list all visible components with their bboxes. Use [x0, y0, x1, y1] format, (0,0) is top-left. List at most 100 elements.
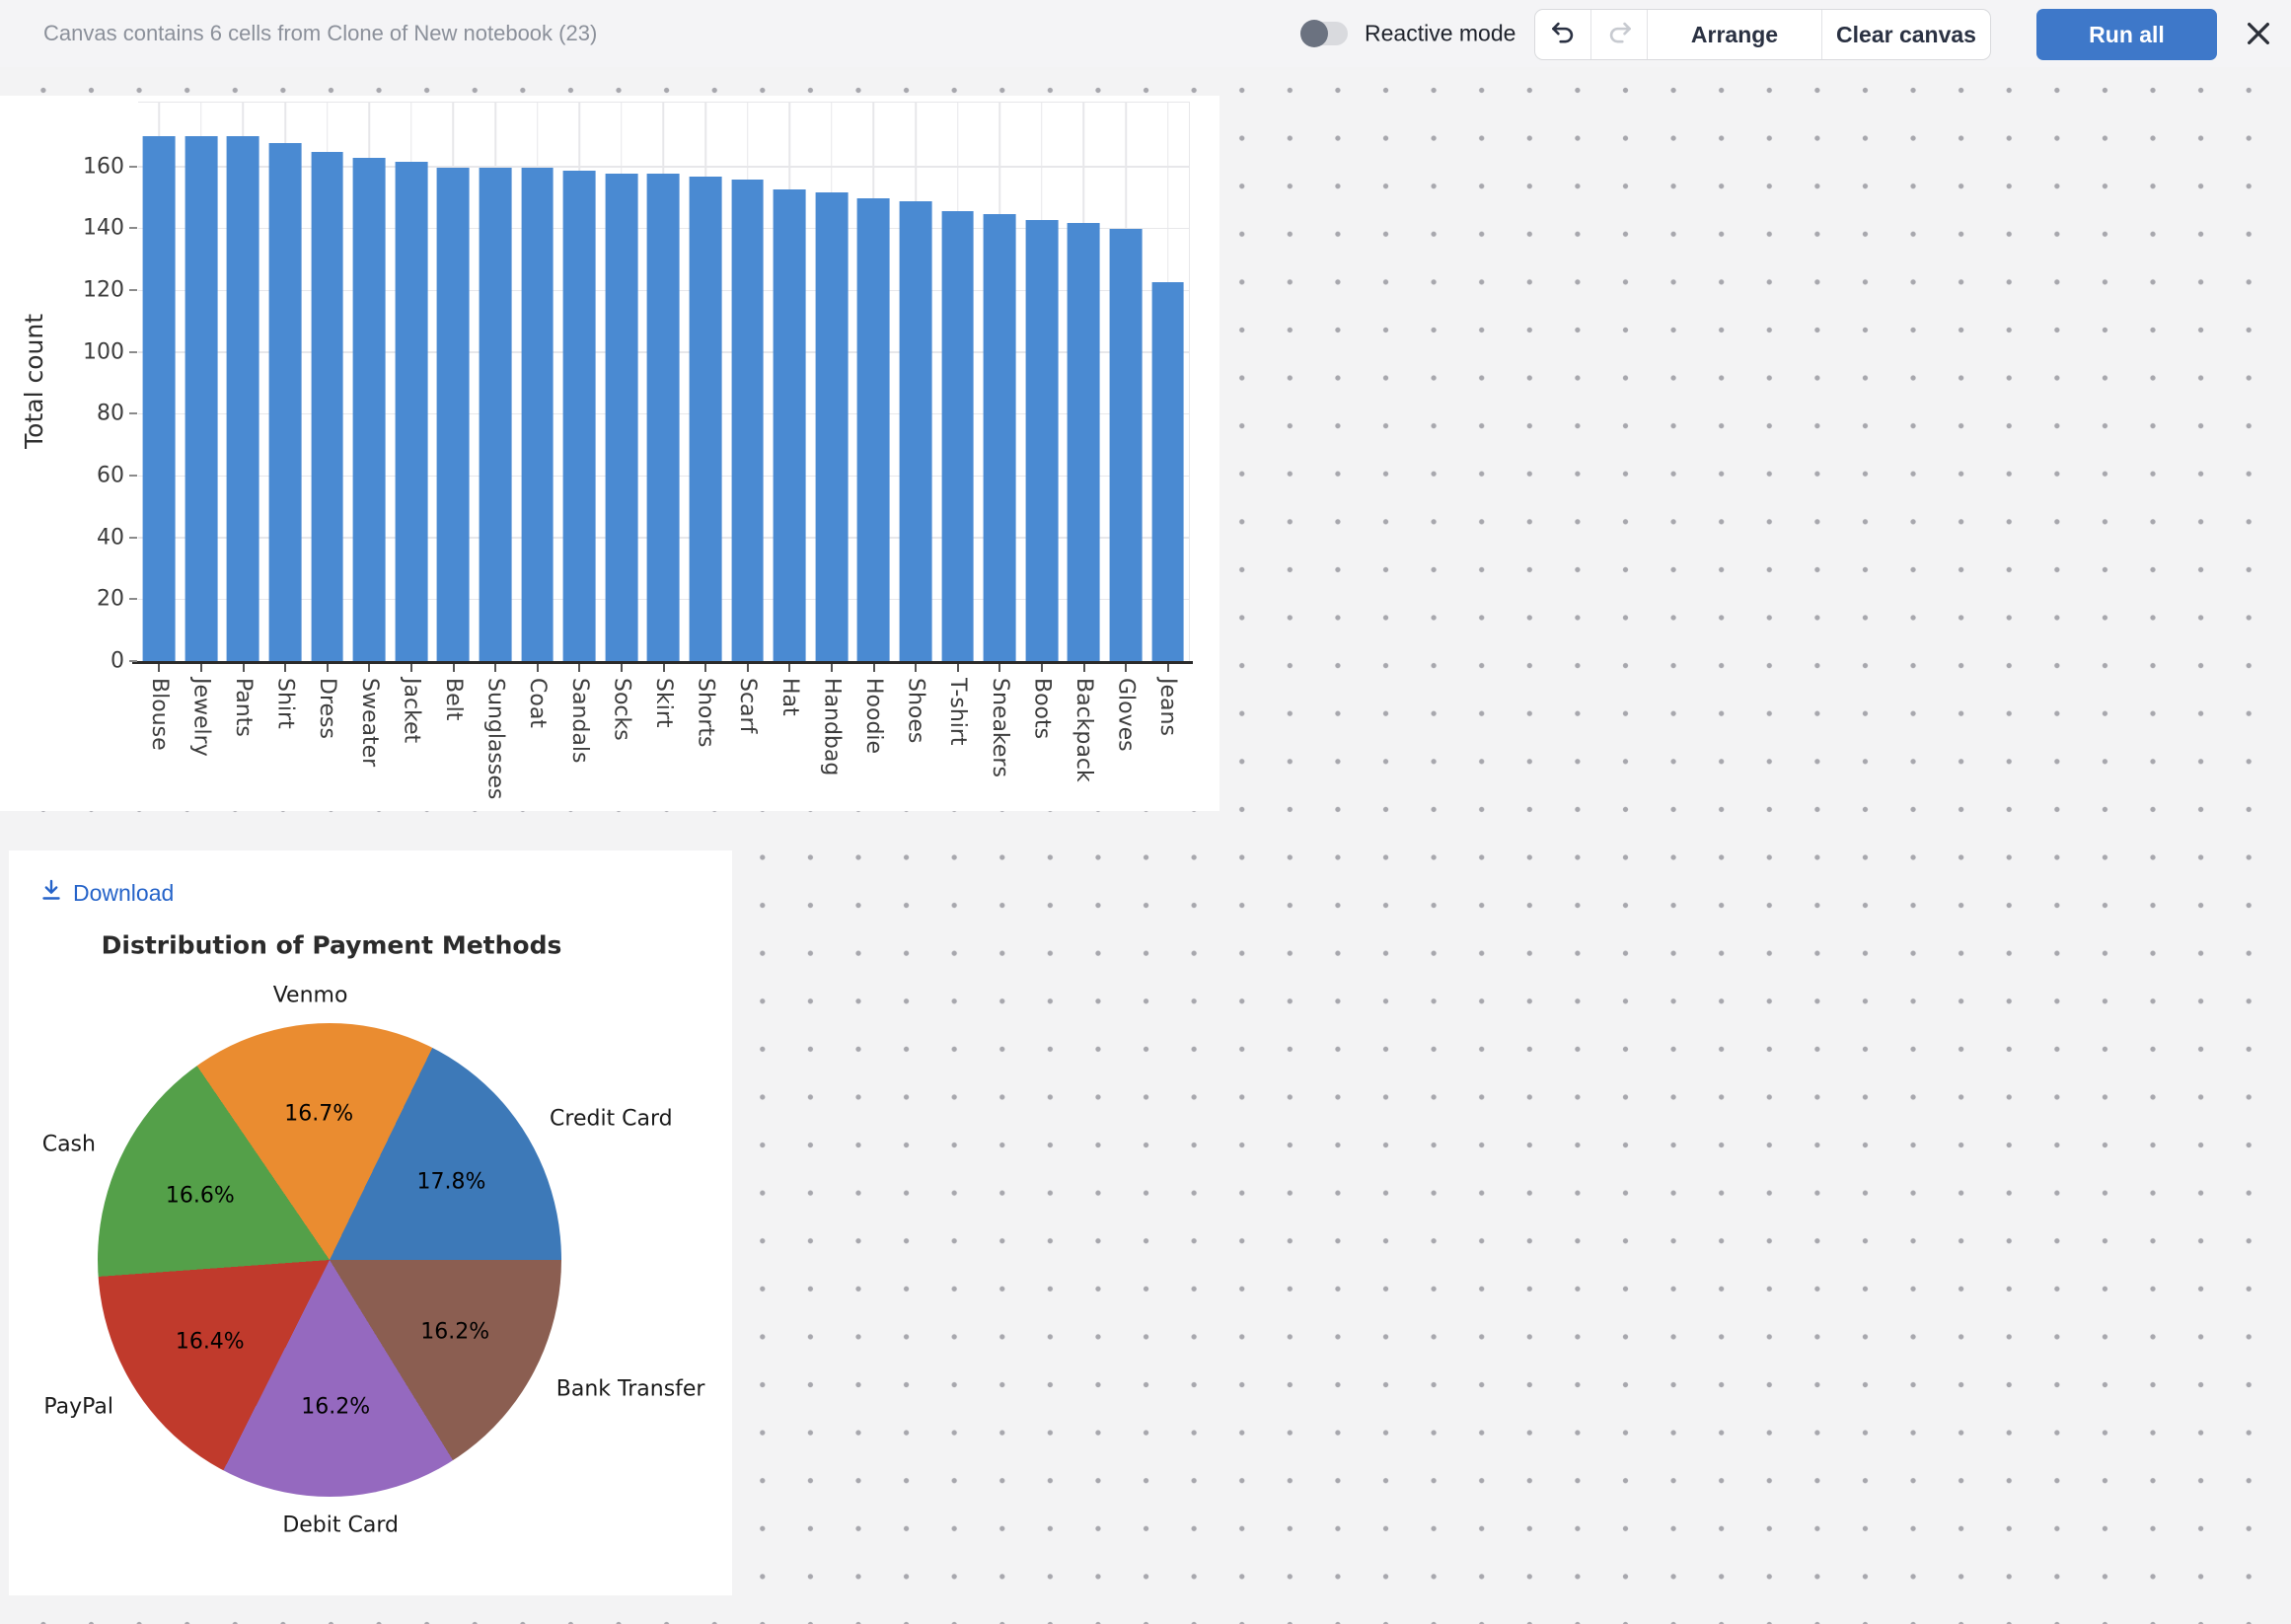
undo-button[interactable]	[1535, 10, 1591, 59]
bar-slot	[181, 103, 223, 662]
y-tick-label: 160	[83, 154, 124, 180]
x-tick-label: Backpack	[1072, 678, 1096, 782]
x-tick-mark	[915, 664, 918, 672]
x-tick-label: Belt	[441, 678, 466, 721]
bar-plot	[138, 102, 1190, 662]
bar	[857, 198, 890, 662]
bar	[941, 210, 975, 662]
bar	[1025, 220, 1059, 662]
x-tick-mark	[746, 664, 749, 672]
pie-chart-title: Distribution of Payment Methods	[101, 930, 562, 960]
bar-slot	[1021, 103, 1064, 662]
bar-slot	[769, 103, 811, 662]
redo-icon	[1606, 19, 1633, 51]
bar-slot	[685, 103, 727, 662]
bar-slot	[222, 103, 264, 662]
bar-slot	[348, 103, 391, 662]
bar-slot	[558, 103, 601, 662]
x-tick-mark	[368, 664, 371, 672]
x-tick-mark	[1166, 664, 1169, 672]
x-tick-label: Sneakers	[987, 678, 1012, 777]
bar	[1109, 229, 1143, 662]
pie-slice-label: Credit Card	[550, 1106, 673, 1132]
bar-slot	[432, 103, 475, 662]
bar	[731, 180, 765, 662]
bar	[395, 161, 428, 662]
y-tick-label: 60	[97, 463, 124, 488]
bar-chart-cell[interactable]: Total count 0 20 40 60 80 100 120 140 160 Blouse J…	[0, 96, 1219, 811]
bar	[521, 167, 554, 662]
x-tick-mark	[494, 664, 497, 672]
bar-slot	[852, 103, 895, 662]
bar-slot	[936, 103, 979, 662]
x-tick-mark	[620, 664, 623, 672]
x-tick-mark	[242, 664, 245, 672]
x-tick-label: Handbag	[819, 678, 845, 776]
y-tick-mark	[129, 165, 137, 168]
x-tick-label: Sweater	[356, 678, 382, 768]
pie-percent-label: 16.7%	[284, 1101, 354, 1127]
bar-slot	[726, 103, 769, 662]
bar	[647, 174, 680, 662]
pie-chart-cell[interactable]: Download Distribution of Payment Methods…	[9, 850, 732, 1595]
bar	[352, 158, 386, 662]
bar-slot	[1105, 103, 1147, 662]
x-tick-label: T-shirt	[945, 678, 971, 746]
bar-slot	[138, 103, 181, 662]
bar-slot	[601, 103, 643, 662]
y-axis-title: Total count	[19, 314, 48, 449]
y-tick-mark	[129, 289, 137, 292]
close-icon[interactable]	[2240, 15, 2277, 52]
x-tick-mark	[1082, 664, 1085, 672]
bar	[1068, 223, 1100, 662]
x-tick-mark	[788, 664, 791, 672]
x-tick-label: Sunglasses	[482, 678, 508, 800]
bar	[479, 167, 512, 662]
x-tick-label: Blouse	[146, 678, 172, 751]
bar-slot	[391, 103, 433, 662]
y-tick-mark	[129, 475, 137, 478]
bar	[311, 152, 344, 662]
bar	[562, 170, 596, 662]
x-tick-mark	[998, 664, 1001, 672]
download-link[interactable]: Download	[39, 878, 174, 908]
bar	[605, 174, 638, 662]
redo-button[interactable]	[1591, 10, 1648, 59]
bar-slot	[811, 103, 853, 662]
bar-slot	[1146, 103, 1189, 662]
x-tick-label: Hoodie	[861, 678, 886, 755]
x-tick-mark	[704, 664, 707, 672]
y-tick-label: 100	[83, 339, 124, 365]
download-label: Download	[73, 879, 175, 906]
x-tick-mark	[158, 664, 161, 672]
pie-slice-label: Venmo	[272, 983, 348, 1008]
pie-slice-label: Bank Transfer	[555, 1376, 705, 1402]
pie-percent-label: 16.2%	[301, 1394, 371, 1420]
x-tick-mark	[284, 664, 287, 672]
pie-slice-label: Cash	[41, 1132, 96, 1157]
toggle-knob	[1300, 20, 1328, 47]
download-icon	[39, 878, 63, 908]
x-tick-label: Socks	[609, 678, 634, 741]
y-tick-mark	[129, 412, 137, 415]
x-tick-mark	[830, 664, 833, 672]
bar-slot	[979, 103, 1021, 662]
reactive-mode-toggle[interactable]	[1300, 20, 1348, 47]
y-tick-label: 80	[97, 401, 124, 426]
x-tick-mark	[199, 664, 202, 672]
x-tick-mark	[536, 664, 539, 672]
x-tick-label: Scarf	[735, 678, 761, 734]
x-tick-label: Jewelry	[188, 678, 214, 757]
bar	[268, 142, 302, 662]
clear-canvas-button[interactable]: Clear canvas	[1836, 21, 1976, 47]
run-all-button[interactable]: Run all	[2036, 9, 2217, 60]
y-tick-mark	[129, 350, 137, 353]
top-toolbar: Canvas contains 6 cells from Clone of Ne…	[0, 0, 2291, 67]
bar-slot	[895, 103, 937, 662]
bar	[899, 201, 932, 662]
arrange-button[interactable]: Arrange	[1648, 10, 1822, 59]
x-tick-label: Shorts	[693, 678, 718, 748]
bar-slot	[516, 103, 558, 662]
x-tick-label: Pants	[231, 678, 256, 737]
bar	[437, 167, 470, 662]
